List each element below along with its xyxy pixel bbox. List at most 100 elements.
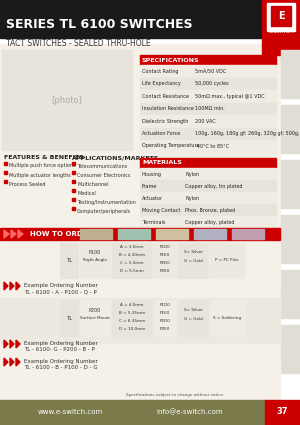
Text: P1D0: P1D0 bbox=[160, 303, 170, 307]
Text: Life Expectancy: Life Expectancy bbox=[142, 81, 181, 86]
Bar bbox=[60, 243, 78, 278]
Bar bbox=[4, 162, 7, 165]
Bar bbox=[4, 180, 7, 183]
Text: TL: TL bbox=[66, 315, 72, 320]
Text: FEATURES & BENEFITS: FEATURES & BENEFITS bbox=[4, 155, 84, 160]
Polygon shape bbox=[16, 282, 20, 290]
Text: 200 VAC: 200 VAC bbox=[195, 119, 216, 124]
Text: P = PC Pins: P = PC Pins bbox=[215, 258, 239, 262]
Bar bbox=[194, 229, 226, 239]
Text: C = 5.0mm: C = 5.0mm bbox=[120, 261, 144, 265]
Polygon shape bbox=[10, 340, 14, 348]
Text: P100: P100 bbox=[89, 249, 101, 255]
Text: B = 4.30mm: B = 4.30mm bbox=[119, 253, 145, 257]
Bar bbox=[140, 77, 276, 90]
Text: Phos. Bronze, plated: Phos. Bronze, plated bbox=[185, 207, 235, 212]
Text: Telecommunications: Telecommunications bbox=[77, 164, 127, 168]
Text: S = Soldering: S = Soldering bbox=[213, 316, 241, 320]
Text: Testing/Instrumentation: Testing/Instrumentation bbox=[77, 199, 136, 204]
Bar bbox=[140, 168, 276, 180]
Text: 50mΩ max., typical @1 VDC: 50mΩ max., typical @1 VDC bbox=[195, 94, 265, 99]
Bar bbox=[281, 325, 300, 373]
Text: Multichannel: Multichannel bbox=[77, 181, 109, 187]
Bar bbox=[72, 171, 75, 174]
Bar bbox=[210, 301, 245, 336]
Polygon shape bbox=[4, 358, 8, 366]
Text: Operating Temperature: Operating Temperature bbox=[142, 144, 200, 148]
Bar bbox=[0, 298, 280, 343]
Bar bbox=[262, 0, 300, 55]
Bar bbox=[271, 6, 291, 26]
Text: TL - 6100 - A - P100 - Q - P: TL - 6100 - A - P100 - Q - P bbox=[24, 289, 97, 294]
Polygon shape bbox=[18, 230, 23, 238]
Polygon shape bbox=[4, 282, 8, 290]
Bar bbox=[281, 50, 300, 98]
Bar bbox=[0, 228, 280, 240]
Text: C = 6.35mm: C = 6.35mm bbox=[119, 319, 145, 323]
Text: APPLICATIONS/MARKETS: APPLICATIONS/MARKETS bbox=[72, 155, 159, 160]
Bar bbox=[140, 65, 276, 77]
Bar bbox=[281, 105, 300, 153]
Text: Housing: Housing bbox=[142, 172, 162, 176]
Text: Surface Mount: Surface Mount bbox=[80, 316, 110, 320]
Bar bbox=[140, 115, 276, 128]
Bar bbox=[80, 229, 112, 239]
Text: S= Silver: S= Silver bbox=[184, 308, 202, 312]
Bar bbox=[72, 198, 75, 201]
Text: A = 3.0mm: A = 3.0mm bbox=[120, 245, 144, 249]
Text: [photo]: [photo] bbox=[52, 96, 82, 105]
Polygon shape bbox=[16, 358, 20, 366]
Text: Insulation Resistance: Insulation Resistance bbox=[142, 106, 194, 111]
Text: Multiple push force options: Multiple push force options bbox=[9, 164, 76, 168]
Bar bbox=[72, 189, 75, 192]
Text: P200: P200 bbox=[89, 308, 101, 312]
Text: Nylon: Nylon bbox=[185, 196, 199, 201]
Text: S= Silver: S= Silver bbox=[184, 250, 202, 254]
Text: Computer/peripherals: Computer/peripherals bbox=[77, 209, 131, 213]
Bar bbox=[140, 216, 276, 228]
Text: P2D0: P2D0 bbox=[160, 261, 170, 265]
Bar bbox=[281, 160, 300, 208]
Text: SERIES TL 6100 SWITCHES: SERIES TL 6100 SWITCHES bbox=[6, 17, 193, 31]
Text: E: E bbox=[278, 11, 284, 21]
Bar bbox=[80, 243, 110, 278]
Bar bbox=[72, 180, 75, 183]
Text: P1E0: P1E0 bbox=[160, 311, 170, 315]
Text: Contact Resistance: Contact Resistance bbox=[142, 94, 189, 99]
Bar bbox=[112, 243, 152, 278]
Text: B = 5.35mm: B = 5.35mm bbox=[119, 311, 145, 315]
Bar bbox=[0, 240, 280, 285]
Bar bbox=[2, 50, 132, 150]
Bar bbox=[281, 270, 300, 318]
Bar bbox=[267, 3, 295, 31]
Bar bbox=[140, 128, 276, 140]
Text: 5mA/50 VDC: 5mA/50 VDC bbox=[195, 68, 226, 74]
Polygon shape bbox=[4, 230, 9, 238]
Bar bbox=[140, 192, 276, 204]
Bar bbox=[0, 400, 265, 425]
Text: Right Angle: Right Angle bbox=[83, 258, 107, 262]
Bar bbox=[0, 44, 280, 384]
Text: Consumer Electronics: Consumer Electronics bbox=[77, 173, 130, 178]
Text: info@e-switch.com: info@e-switch.com bbox=[157, 409, 223, 415]
Text: Example Ordering Number: Example Ordering Number bbox=[24, 341, 98, 346]
Text: 50,000 cycles: 50,000 cycles bbox=[195, 81, 229, 86]
Bar bbox=[140, 140, 276, 153]
Bar bbox=[0, 0, 262, 38]
Bar bbox=[265, 400, 300, 425]
Text: www.e-switch.com: www.e-switch.com bbox=[38, 409, 103, 415]
Text: P1E0: P1E0 bbox=[160, 253, 170, 257]
Bar bbox=[118, 229, 150, 239]
Text: Medical: Medical bbox=[77, 190, 96, 196]
Bar bbox=[178, 243, 208, 278]
Text: Actuation Force: Actuation Force bbox=[142, 131, 180, 136]
Bar bbox=[4, 171, 7, 174]
Text: -40°C to 85°C: -40°C to 85°C bbox=[195, 144, 229, 148]
Polygon shape bbox=[10, 282, 14, 290]
Text: Terminals: Terminals bbox=[142, 219, 165, 224]
Text: TL - 6100- G - P200 - B - P: TL - 6100- G - P200 - B - P bbox=[24, 347, 95, 352]
Text: Moving Contact: Moving Contact bbox=[142, 207, 180, 212]
Text: D = 5.5mm: D = 5.5mm bbox=[120, 269, 144, 273]
Polygon shape bbox=[10, 358, 14, 366]
Bar bbox=[156, 229, 188, 239]
